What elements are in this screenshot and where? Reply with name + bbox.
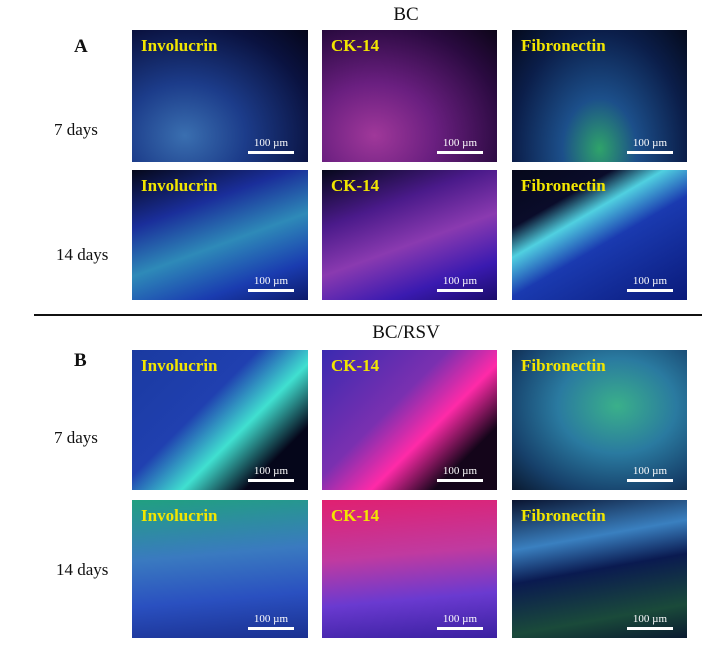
stain-label: Fibronectin	[521, 506, 606, 525]
scale-label: 100 µm	[442, 613, 478, 625]
stain-label: Involucrin	[141, 356, 218, 375]
divider	[34, 314, 702, 316]
row-label: 7 days	[54, 120, 98, 139]
scale-bar: 100 µm	[627, 613, 673, 630]
scale-label: 100 µm	[253, 613, 289, 625]
scale-bar: 100 µm	[248, 275, 294, 292]
row-label: 14 days	[56, 560, 109, 579]
scale-line	[627, 289, 673, 292]
stain-label: Involucrin	[141, 176, 218, 195]
stain-label: CK-14	[331, 176, 380, 195]
scale-bar: 100 µm	[437, 465, 483, 482]
scale-line	[248, 151, 294, 154]
scale-bar: 100 µm	[248, 465, 294, 482]
scale-line	[437, 627, 483, 630]
row-label: 7 days	[54, 428, 98, 447]
stain-label: Fibronectin	[521, 356, 606, 375]
scale-label: 100 µm	[253, 275, 289, 287]
micrograph: Fibronectin 100 µm	[512, 30, 687, 162]
panel-title: BC	[393, 4, 419, 25]
scale-label: 100 µm	[632, 613, 668, 625]
scale-label: 100 µm	[632, 137, 668, 149]
micrograph: CK-14 100 µm	[322, 500, 497, 638]
stain-label: Involucrin	[141, 36, 218, 55]
scale-bar: 100 µm	[437, 137, 483, 154]
micrograph: Involucrin 100 µm	[132, 350, 308, 490]
micrograph: Involucrin 100 µm	[132, 30, 308, 162]
scale-bar: 100 µm	[627, 465, 673, 482]
scale-bar: 100 µm	[248, 613, 294, 630]
scale-label: 100 µm	[632, 275, 668, 287]
micrograph: Fibronectin 100 µm	[512, 170, 687, 300]
scale-line	[437, 151, 483, 154]
micrograph: Fibronectin 100 µm	[512, 500, 687, 638]
panel-letter: A	[74, 36, 88, 57]
scale-line	[627, 151, 673, 154]
scale-label: 100 µm	[632, 465, 668, 477]
micrograph: Fibronectin 100 µm	[512, 350, 687, 490]
scale-label: 100 µm	[253, 465, 289, 477]
scale-bar: 100 µm	[627, 275, 673, 292]
scale-line	[437, 289, 483, 292]
micrograph: Involucrin 100 µm	[132, 500, 308, 638]
scale-label: 100 µm	[442, 275, 478, 287]
panel-letter: B	[74, 350, 87, 371]
micrograph: CK-14 100 µm	[322, 170, 497, 300]
scale-line	[248, 627, 294, 630]
stain-label: Involucrin	[141, 506, 218, 525]
scale-label: 100 µm	[253, 137, 289, 149]
scale-bar: 100 µm	[437, 275, 483, 292]
stain-label: Fibronectin	[521, 176, 606, 195]
scale-line	[437, 479, 483, 482]
stain-label: CK-14	[331, 356, 380, 375]
stain-label: CK-14	[331, 36, 380, 55]
scale-line	[627, 479, 673, 482]
micrograph: CK-14 100 µm	[322, 350, 497, 490]
micrograph: Involucrin 100 µm	[132, 170, 308, 300]
stain-label: CK-14	[331, 506, 380, 525]
scale-label: 100 µm	[442, 465, 478, 477]
panel-title: BC/RSV	[372, 322, 440, 343]
scale-bar: 100 µm	[248, 137, 294, 154]
scale-line	[248, 479, 294, 482]
row-label: 14 days	[56, 245, 109, 264]
stain-label: Fibronectin	[521, 36, 606, 55]
scale-line	[248, 289, 294, 292]
micrograph: CK-14 100 µm	[322, 30, 497, 162]
scale-bar: 100 µm	[437, 613, 483, 630]
scale-line	[627, 627, 673, 630]
scale-bar: 100 µm	[627, 137, 673, 154]
scale-label: 100 µm	[442, 137, 478, 149]
